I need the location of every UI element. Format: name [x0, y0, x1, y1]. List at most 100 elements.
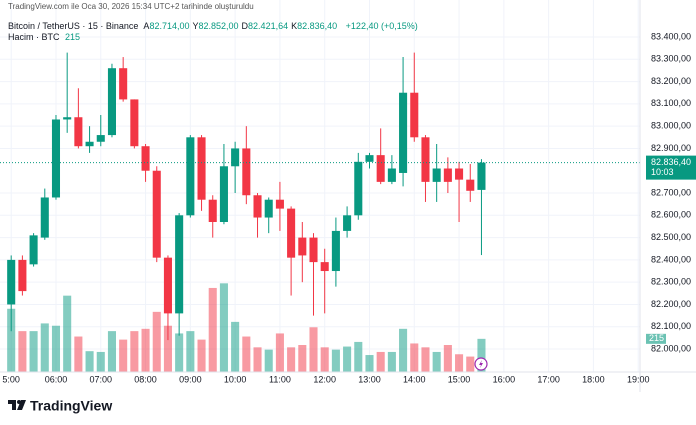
grid	[0, 0, 640, 372]
y-tick-label: 83.200,00	[651, 76, 691, 86]
volume-bar	[387, 351, 396, 372]
volume-label-box	[646, 333, 666, 344]
candle-body	[365, 155, 374, 162]
candle-body	[466, 179, 475, 191]
brand: TradingView	[30, 398, 112, 414]
y-tick-label: 82.700,00	[651, 187, 691, 197]
x-tick-label: 12:00	[313, 374, 336, 384]
candle-body	[18, 259, 27, 292]
y-tick-label: 83.300,00	[651, 54, 691, 64]
x-tick-label: 09:00	[179, 374, 202, 384]
candle-body	[287, 208, 296, 258]
volume-bar	[399, 328, 408, 372]
logo	[8, 400, 26, 410]
candle-body	[63, 117, 72, 120]
volume-bar	[7, 308, 16, 372]
candle-body	[219, 166, 228, 222]
x-tick-label: 06:00	[45, 374, 68, 384]
candle-body	[163, 257, 172, 314]
candle-body	[40, 197, 49, 238]
volume-bar	[85, 351, 94, 372]
volume-bar	[309, 327, 318, 372]
candle-body	[96, 135, 105, 142]
y-tick-label: 82.400,00	[651, 254, 691, 264]
plot	[0, 52, 640, 372]
x-tick-label: 16:00	[493, 374, 516, 384]
candle-body	[298, 237, 307, 256]
x-tick-label: 13:00	[358, 374, 381, 384]
volume-bar	[242, 336, 251, 372]
candle-body	[186, 137, 195, 216]
volume-bar	[186, 331, 195, 372]
candle-body	[354, 161, 363, 216]
volume-bar	[51, 325, 61, 372]
volume-bar	[18, 331, 27, 372]
volume-bar	[197, 339, 206, 372]
y-tick-label: 82.000,00	[651, 343, 691, 353]
volume-bar	[275, 333, 284, 372]
candle-body	[7, 259, 16, 305]
x-tick-label: 07:00	[90, 374, 113, 384]
volume-bar	[365, 355, 374, 372]
axes: 83.400,00 83.300,00 83.200,00 83.100,00 83.0…	[2, 31, 696, 384]
volume-label: 215	[649, 333, 664, 343]
volume-bar	[287, 347, 296, 372]
candle-body	[51, 119, 61, 198]
ohlc-value: 82.714,00	[149, 21, 190, 31]
volume-bar	[343, 346, 352, 372]
candle-body	[343, 215, 352, 231]
candle-body	[331, 230, 340, 272]
volume-bar	[298, 345, 307, 372]
volume-bar	[63, 295, 72, 372]
credit: TradingView.com ile Oca 30, 2026 15:34 U…	[8, 2, 254, 11]
volume-bar	[331, 349, 340, 372]
x-tick-label: 14:00	[403, 374, 426, 384]
x-tick-label: 15:00	[448, 374, 471, 384]
x-tick-label: 5:00	[2, 374, 20, 384]
candle-body	[399, 92, 408, 173]
candle-body	[74, 117, 83, 147]
candle-body	[376, 155, 385, 182]
ohlc-value: 82.836,40	[297, 21, 338, 31]
candle-body	[242, 148, 251, 196]
volume-bar	[231, 321, 240, 372]
y-tick-label: 82.900,00	[651, 143, 691, 153]
volume-bar	[477, 338, 486, 372]
y-tick-label: 82.200,00	[651, 299, 691, 309]
volume-bar	[175, 333, 184, 372]
candle-body	[387, 168, 396, 182]
y-tick-label: 82.300,00	[651, 277, 691, 287]
volume-row: Hacim · BTC 215	[8, 32, 83, 42]
candle-body	[264, 199, 273, 218]
volume-bar	[74, 336, 83, 372]
candle-body	[320, 262, 329, 272]
volume-bar	[163, 325, 172, 372]
volume-bar	[208, 287, 217, 372]
ohlc-prefix: K	[291, 21, 298, 31]
candle-body	[309, 237, 318, 263]
volume-bar	[119, 339, 128, 372]
volume-bar	[107, 331, 116, 372]
event-icon	[474, 357, 488, 371]
candle-body	[197, 137, 206, 200]
ohlc-prefix: D	[241, 21, 249, 31]
volume-bar	[443, 345, 452, 372]
candle-body	[477, 162, 486, 190]
candle-body	[29, 235, 38, 265]
symbol-row: Bitcoin / TetherUS · 15 · Binance A82.71…	[8, 21, 421, 31]
y-tick-label: 82.100,00	[651, 321, 691, 331]
volume-bar	[96, 351, 105, 372]
volume-bar	[421, 347, 430, 372]
volume-bar	[410, 343, 419, 372]
candle-body	[130, 99, 139, 147]
candle-body	[253, 195, 262, 218]
ohlc: A82.714,00 Y82.852,00 D82.421,64 K82.836,40	[143, 21, 340, 31]
y-tick-label: 83.000,00	[651, 121, 691, 131]
candle-body	[141, 146, 150, 171]
volume-bar	[40, 323, 49, 372]
y-tick-label: 82.500,00	[651, 232, 691, 242]
volume-bar	[29, 331, 38, 372]
ohlc-prefix: A	[143, 21, 150, 31]
